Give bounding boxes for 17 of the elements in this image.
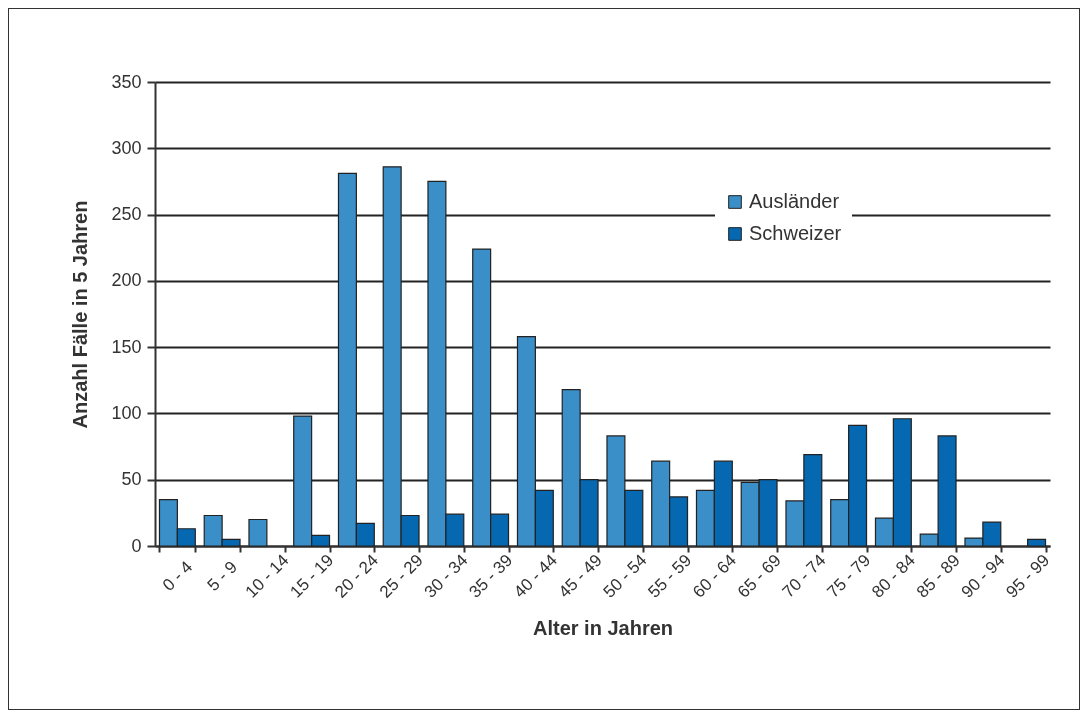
x-axis-title: Alter in Jahren bbox=[532, 616, 674, 639]
y-tick-label: 200 bbox=[111, 270, 142, 291]
y-tick-label: 250 bbox=[111, 204, 142, 225]
x-tick-label: 5 - 9 bbox=[203, 557, 242, 595]
bar bbox=[1027, 538, 1047, 547]
y-tick-label: 100 bbox=[111, 402, 142, 423]
y-tick-label: 300 bbox=[111, 137, 142, 158]
legend-label: Schweizer bbox=[749, 222, 842, 244]
x-tick-label: 0 - 4 bbox=[158, 557, 197, 595]
legend-label: Ausländer bbox=[749, 190, 840, 212]
y-tick-label: 0 bbox=[131, 535, 142, 556]
y-tick-label: 350 bbox=[111, 71, 142, 92]
x-tick-label: 40 - 44 bbox=[510, 550, 561, 602]
y-tick-label: 50 bbox=[121, 469, 142, 490]
y-tick-label: 150 bbox=[111, 336, 142, 357]
bar bbox=[248, 518, 268, 547]
y-axis-title: Anzahl Fälle in 5 Jahren bbox=[69, 200, 92, 429]
